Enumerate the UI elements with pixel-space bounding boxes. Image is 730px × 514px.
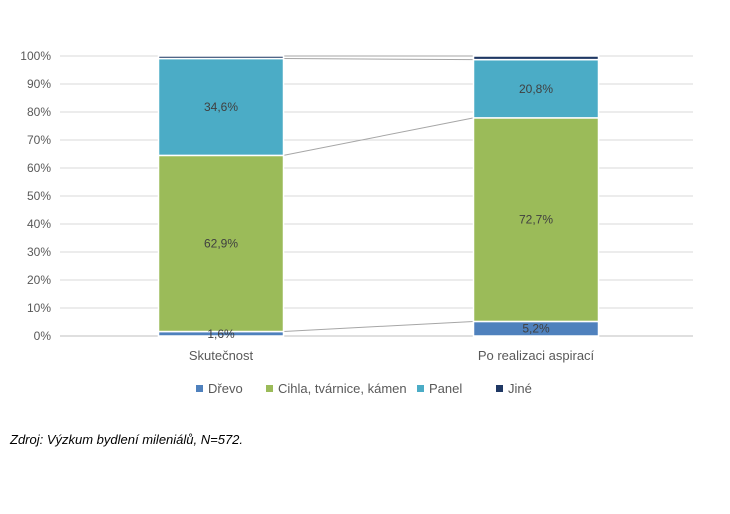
y-tick-label: 80%: [27, 105, 51, 119]
legend-label: Cihla, tvárnice, kámen: [278, 381, 407, 396]
series-connector-line: [283, 320, 474, 333]
legend-item: Panel: [417, 381, 462, 396]
legend-swatch: [196, 385, 203, 392]
bar-segment: [157, 55, 285, 60]
y-tick-label: 60%: [27, 161, 51, 175]
y-tick-label: 0%: [34, 329, 52, 343]
bar-segment: [472, 55, 600, 61]
data-label: 34,6%: [204, 100, 238, 114]
y-tick-label: 10%: [27, 301, 51, 315]
x-category-label: Skutečnost: [189, 348, 254, 363]
data-label: 20,8%: [519, 82, 553, 96]
series-connector-line: [283, 58, 474, 61]
bar-segments: [157, 55, 600, 337]
y-tick-label: 30%: [27, 245, 51, 259]
legend-swatch: [266, 385, 273, 392]
legend-swatch: [496, 385, 503, 392]
legend-item: Dřevo: [196, 381, 243, 396]
legend: Dřevo Cihla, tvárnice, kámen Panel Jiné: [196, 381, 532, 396]
y-tick-label: 70%: [27, 133, 51, 147]
data-label: 1,6%: [207, 327, 235, 341]
data-label: 72,7%: [519, 213, 553, 227]
legend-item: Cihla, tvárnice, kámen: [266, 381, 407, 396]
data-label: 5,2%: [522, 322, 550, 336]
legend-label: Jiné: [508, 381, 532, 396]
legend-label: Dřevo: [208, 381, 243, 396]
legend-item: Jiné: [496, 381, 532, 396]
y-tick-label: 100%: [20, 49, 51, 63]
bar-segment: [472, 117, 600, 323]
x-category-label: Po realizaci aspirací: [478, 348, 595, 363]
y-tick-label: 50%: [27, 189, 51, 203]
legend-label: Panel: [429, 381, 462, 396]
y-tick-label: 20%: [27, 273, 51, 287]
data-label: 62,9%: [204, 236, 238, 250]
x-axis-category-labels: Skutečnost Po realizaci aspirací: [189, 348, 595, 363]
series-connector-line: [283, 117, 474, 156]
stacked-bar-chart: 0% 10% 20% 30% 40% 50% 60% 70% 80% 90% 100% 1,6% 62…: [20, 49, 693, 396]
data-labels: 1,6% 62,9% 34,6% 5,2% 72,7% 20,8%: [204, 82, 553, 341]
y-tick-label: 40%: [27, 217, 51, 231]
series-connector-lines: [283, 55, 474, 333]
y-tick-label: 90%: [27, 77, 51, 91]
legend-swatch: [417, 385, 424, 392]
y-axis-tick-labels: 0% 10% 20% 30% 40% 50% 60% 70% 80% 90% 100%: [20, 49, 51, 343]
source-note: Zdroj: Výzkum bydlení mileniálů, N=572.: [10, 432, 244, 447]
bar-segment: [472, 58, 600, 119]
